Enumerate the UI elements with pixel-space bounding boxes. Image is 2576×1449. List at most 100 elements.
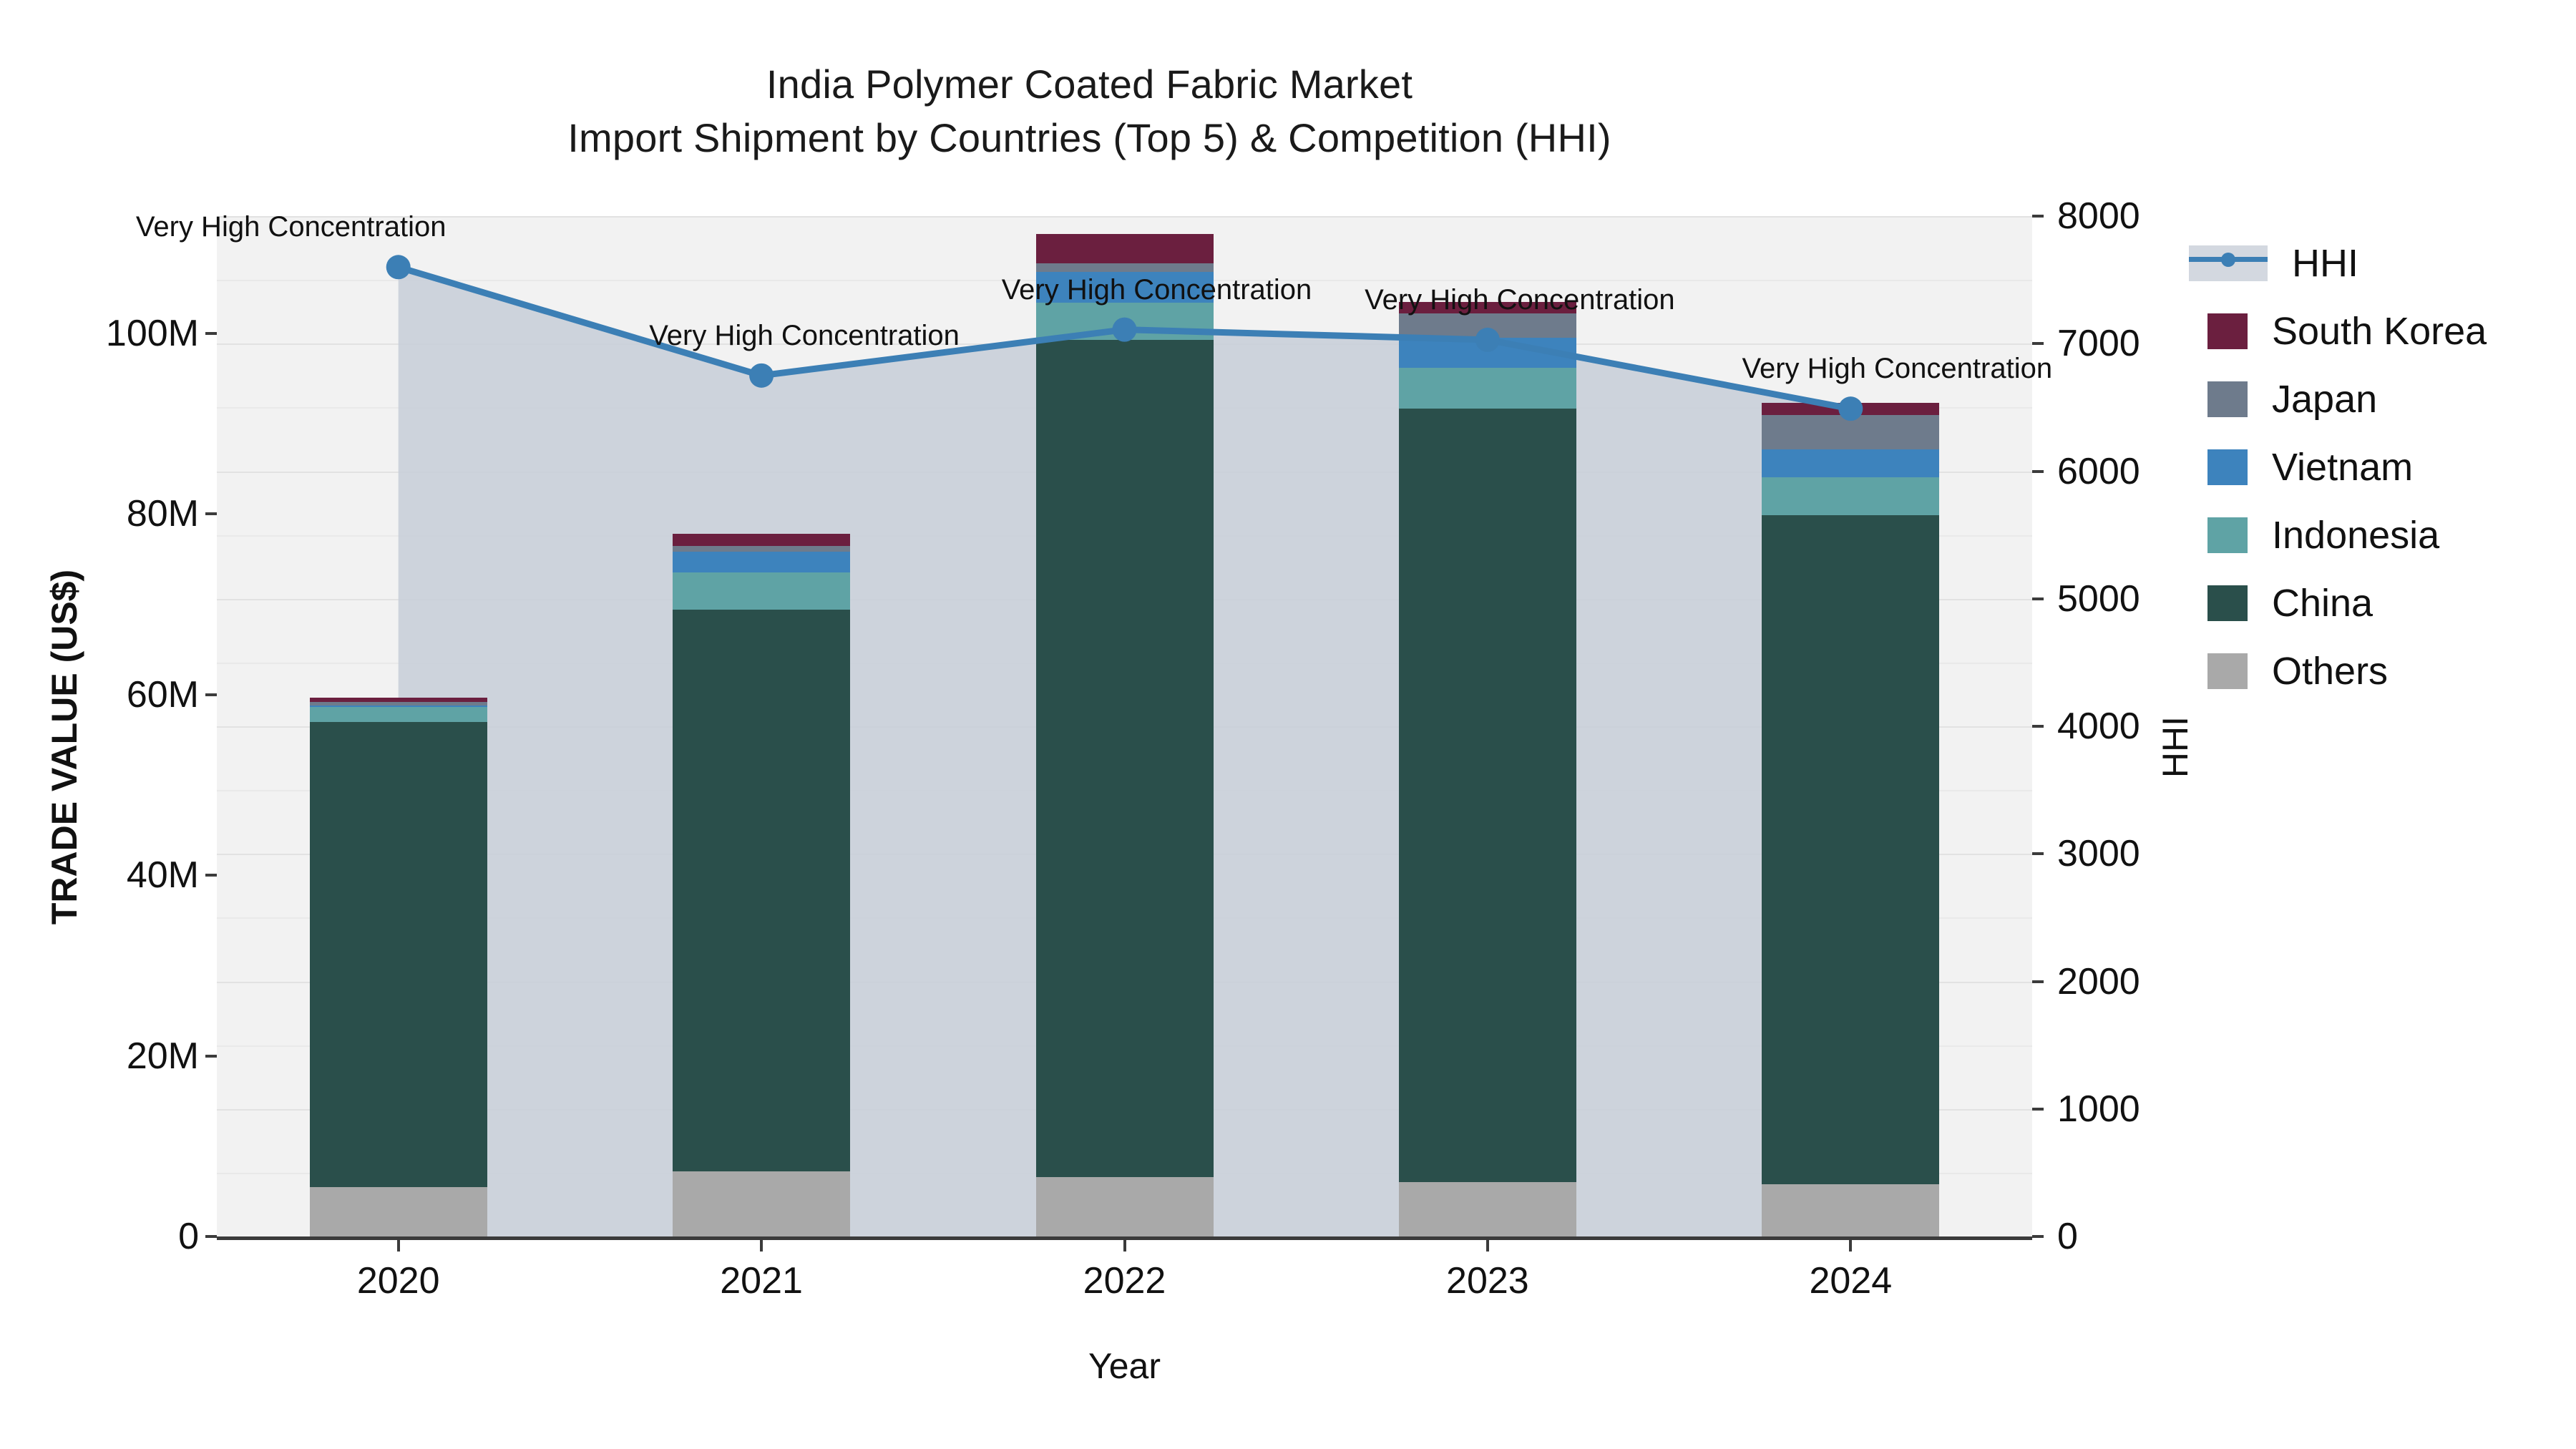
y-right-tick-7000 [2032, 342, 2044, 346]
annotation-2023: Very High Concentration [1365, 283, 1675, 316]
legend-label: China [2272, 581, 2373, 625]
legend-color-swatch-icon [2207, 449, 2248, 485]
x-axis-title: Year [1088, 1346, 1161, 1386]
y-right-tick-label-5000: 5000 [2057, 577, 2140, 620]
x-tick-label-2020: 2020 [356, 1260, 440, 1302]
y-right-tick-4000 [2032, 725, 2044, 728]
legend-item-japan[interactable]: Japan [2207, 365, 2565, 433]
y-right-tick-label-1000: 1000 [2057, 1088, 2140, 1130]
y-left-tick-label-20M: 20M [126, 1035, 199, 1077]
bar-stack-2020[interactable] [309, 216, 487, 1236]
bar-segment-south-korea[interactable] [1762, 403, 1940, 415]
annotation-2020: Very High Concentration [135, 211, 447, 243]
y-right-tick-label-7000: 7000 [2057, 323, 2140, 365]
y-right-axis-title: HHI [2155, 716, 2195, 779]
y-right-tick-label-6000: 6000 [2057, 450, 2140, 492]
legend-item-south-korea[interactable]: South Korea [2207, 297, 2565, 365]
y-left-tick-20M [205, 1054, 217, 1058]
y-left-tick-label-0: 0 [178, 1216, 199, 1257]
y-right-tick-label-4000: 4000 [2057, 706, 2140, 747]
y-left-tick-0 [205, 1235, 217, 1238]
legend-item-others[interactable]: Others [2207, 637, 2565, 705]
bar-segment-japan[interactable] [1035, 263, 1214, 273]
y-left-tick-label-100M: 100M [105, 313, 199, 355]
x-tick-2021 [760, 1240, 763, 1252]
bar-segment-indonesia[interactable] [1035, 303, 1214, 340]
chart-title: India Polymer Coated Fabric Market Impor… [0, 57, 2179, 165]
bar-segment-china[interactable] [1398, 408, 1576, 1183]
legend-label: Indonesia [2272, 513, 2440, 557]
x-tick-label-2024: 2024 [1809, 1260, 1893, 1302]
bar-segment-south-korea[interactable] [309, 697, 487, 702]
legend-color-swatch-icon [2207, 517, 2248, 553]
bar-segment-indonesia[interactable] [309, 707, 487, 722]
annotation-2024: Very High Concentration [1742, 353, 2053, 385]
legend-label: Others [2272, 649, 2389, 693]
legend-item-indonesia[interactable]: Indonesia [2207, 501, 2565, 569]
bar-segment-vietnam[interactable] [1398, 338, 1576, 368]
bar-segment-others[interactable] [1035, 1176, 1214, 1236]
y-right-tick-label-0: 0 [2057, 1216, 2078, 1257]
x-tick-2023 [1485, 1240, 1489, 1252]
x-tick-2022 [1123, 1240, 1126, 1252]
legend-item-hhi[interactable]: HHI [2189, 229, 2565, 297]
y-right-tick-label-2000: 2000 [2057, 960, 2140, 1002]
legend-color-swatch-icon [2207, 585, 2248, 621]
y-right-tick-8000 [2032, 215, 2044, 218]
bar-segment-china[interactable] [309, 721, 487, 1187]
bar-segment-vietnam[interactable] [673, 552, 851, 573]
bar-segment-china[interactable] [1762, 514, 1940, 1184]
y-left-tick-80M [205, 512, 217, 516]
bar-segment-vietnam[interactable] [309, 705, 487, 708]
bar-segment-others[interactable] [673, 1171, 851, 1236]
bar-segment-japan[interactable] [309, 701, 487, 706]
y-right-tick-5000 [2032, 597, 2044, 600]
legend-item-china[interactable]: China [2207, 569, 2565, 637]
bar-stack-2024[interactable] [1762, 216, 1940, 1236]
x-tick-label-2021: 2021 [720, 1260, 803, 1302]
bar-segment-indonesia[interactable] [1762, 477, 1940, 515]
y-left-axis-title: TRADE VALUE (US$) [44, 569, 84, 925]
plot-area: Very High Concentration Very High Concent… [136, 211, 2052, 1238]
legend-color-swatch-icon [2207, 381, 2248, 417]
x-tick-label-2023: 2023 [1446, 1260, 1529, 1302]
bar-segment-japan[interactable] [1398, 313, 1576, 338]
bar-stack-2021[interactable] [673, 216, 851, 1236]
legend-color-swatch-icon [2207, 653, 2248, 689]
bar-stack-2022[interactable] [1035, 216, 1214, 1236]
chart-legend: HHI South Korea Japan Vietnam Indonesia China… [2189, 229, 2565, 705]
y-right-tick-1000 [2032, 1107, 2044, 1111]
bar-segment-china[interactable] [673, 610, 851, 1172]
y-left-tick-label-80M: 80M [126, 493, 199, 535]
x-tick-2024 [1849, 1240, 1853, 1252]
gridline [217, 216, 2032, 218]
bar-segment-south-korea[interactable] [673, 534, 851, 546]
y-left-tick-100M [205, 332, 217, 336]
annotation-2022: Very High Concentration [1001, 273, 1312, 306]
legend-item-vietnam[interactable]: Vietnam [2207, 433, 2565, 501]
bar-segment-japan[interactable] [673, 545, 851, 552]
bar-segment-others[interactable] [1762, 1184, 1940, 1236]
x-tick-label-2022: 2022 [1083, 1260, 1166, 1302]
legend-color-swatch-icon [2207, 313, 2248, 349]
legend-label: South Korea [2272, 309, 2487, 353]
bar-segment-indonesia[interactable] [673, 572, 851, 610]
chart-title-line-2: Import Shipment by Countries (Top 5) & C… [567, 115, 1611, 161]
bar-segment-vietnam[interactable] [1762, 449, 1940, 477]
bar-segment-china[interactable] [1035, 339, 1214, 1177]
bar-segment-indonesia[interactable] [1398, 368, 1576, 409]
legend-label: Vietnam [2272, 445, 2414, 489]
chart-title-line-1: India Polymer Coated Fabric Market [766, 62, 1413, 107]
bar-segment-others[interactable] [309, 1186, 487, 1236]
legend-line-swatch-icon [2189, 245, 2268, 281]
legend-line-marker-icon [2221, 252, 2235, 267]
y-right-tick-2000 [2032, 980, 2044, 983]
bar-segment-japan[interactable] [1762, 414, 1940, 449]
bar-segment-south-korea[interactable] [1035, 234, 1214, 263]
y-right-tick-label-8000: 8000 [2057, 195, 2140, 237]
legend-label: Japan [2272, 377, 2378, 421]
y-left-tick-60M [205, 693, 217, 696]
y-left-tick-label-60M: 60M [126, 673, 199, 716]
bar-segment-others[interactable] [1398, 1182, 1576, 1236]
bar-stack-2023[interactable] [1398, 216, 1576, 1236]
